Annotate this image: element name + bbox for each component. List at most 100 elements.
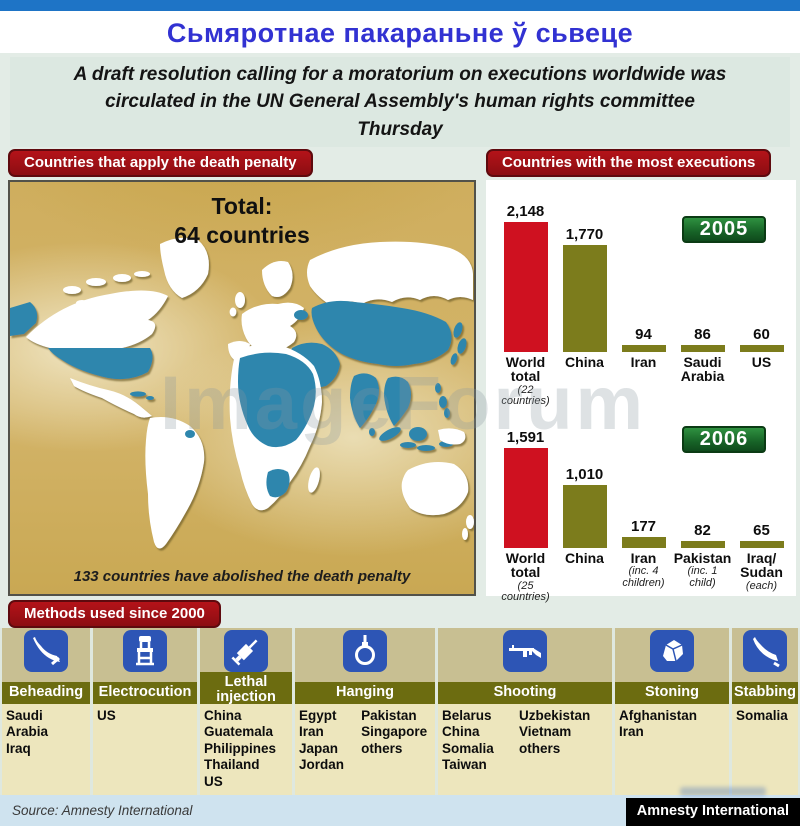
knife-icon [743, 630, 787, 672]
stone-icon [650, 630, 694, 672]
method-countries: Somalia [732, 704, 798, 795]
executions-chart-2006: 2006 1,591 World total (25 countries) 1,010… [486, 412, 796, 603]
country-item: Saudi Arabia [6, 708, 49, 740]
map-section-banner: Countries that apply the death penalty [8, 149, 313, 177]
executions-charts-panel: 2005 2,148 World total (22 countries) 1,770… [486, 180, 796, 603]
bar-category-label: Iran [630, 354, 657, 370]
bar-note: (inc. 1 child) [687, 565, 718, 590]
sword-icon [24, 630, 68, 672]
method-header: Hanging [295, 628, 435, 704]
bar-group-world-total: 1,591 World total (25 countries) [498, 426, 553, 604]
country-item: others [519, 740, 561, 756]
method-column-hanging: Hanging Egypt Iran Japan Jordan Pakistan… [295, 628, 435, 795]
method-countries: Saudi Arabia Iraq [2, 704, 90, 795]
country-sublist: Pakistan Singapore others [361, 708, 431, 795]
bar-value-label: 60 [753, 326, 770, 343]
bar-category-label: China [565, 550, 604, 566]
bar-value-label: 177 [630, 518, 657, 535]
country-item: Uzbekistan [519, 708, 591, 723]
bar-group-china: 1,770 China [557, 200, 612, 408]
map-caption: 133 countries have abolished the death p… [73, 568, 411, 585]
bar-category-label: World total [505, 354, 546, 385]
bar-stack: 1,770 [562, 200, 607, 352]
method-header: Shooting [438, 628, 612, 704]
bar-value-label: 1,770 [565, 226, 604, 243]
bar-value-label: 82 [694, 522, 711, 539]
rifle-icon [503, 630, 547, 672]
method-column-beheading: Beheading Saudi Arabia Iraq [2, 628, 90, 795]
syringe-icon [224, 630, 268, 672]
bar-stack: 2,148 [503, 200, 548, 352]
method-label: Beheading [2, 681, 90, 704]
bar [562, 485, 607, 548]
bar-group-iraq-sudan: 65 Iraq/ Sudan (each) [734, 426, 789, 604]
bar-stack: 82 [680, 426, 725, 548]
bar-group-world-total: 2,148 World total (22 countries) [498, 200, 553, 408]
country-item: China [204, 708, 242, 723]
country-item: US [204, 773, 223, 789]
faint-watermark [680, 787, 766, 796]
bar-category-label: Saudi Arabia [680, 354, 725, 385]
bar [621, 345, 666, 352]
country-sublist: Uzbekistan Vietnam others [519, 708, 608, 795]
bar [739, 345, 784, 352]
bar-category-label: Pakistan [673, 550, 732, 566]
methods-row: Beheading Saudi Arabia Iraq Electrocutio… [0, 628, 800, 795]
bar-value-label: 2,148 [506, 203, 545, 220]
country-item: US [97, 708, 116, 723]
bar [562, 245, 607, 352]
method-column-shooting: Shooting Belarus China Somalia Taiwan Uz… [438, 628, 612, 795]
bar-value-label: 1,010 [565, 466, 604, 483]
bar-category-label: Iraq/ Sudan [740, 550, 783, 581]
country-item: China [442, 724, 480, 740]
bar-stack: 1,010 [562, 426, 607, 548]
bar-value-label: 1,591 [506, 429, 545, 446]
bar-category-label: China [565, 354, 604, 370]
bar-group-iran: 94 Iran [616, 200, 671, 408]
bar-group-china: 1,010 China [557, 426, 612, 604]
bar [739, 541, 784, 548]
method-label: Stabbing [732, 681, 798, 704]
electric-chair-icon [123, 630, 167, 672]
bar [621, 537, 666, 548]
bar-category-label: Iran [630, 550, 657, 566]
method-label: Electrocution [93, 681, 197, 704]
country-item: Japan [299, 740, 339, 756]
method-countries: Egypt Iran Japan Jordan Pakistan Singapo… [295, 704, 435, 795]
method-header: Electrocution [93, 628, 197, 704]
bar-group-saudi-arabia: 86 Saudi Arabia [675, 200, 730, 408]
bar-stack: 94 [621, 200, 666, 352]
country-item: Taiwan [442, 757, 487, 773]
bars-2005: 2,148 World total (22 countries) 1,770 China… [486, 180, 796, 408]
bar-stack: 86 [680, 200, 725, 352]
world-map [10, 237, 474, 549]
method-label: Hanging [295, 681, 435, 704]
country-item: Philippines [204, 740, 277, 756]
bar [503, 222, 548, 352]
country-item: Thailand [204, 757, 260, 773]
world-map-panel: Total: 64 countries 133 countries have a… [8, 180, 476, 596]
method-countries: Belarus China Somalia Taiwan Uzbekistan … [438, 704, 612, 795]
bar-group-us: 60 US [734, 200, 789, 408]
bar [680, 541, 725, 548]
bar-group-pakistan: 82 Pakistan (inc. 1 child) [673, 426, 732, 604]
executions-chart-2005: 2005 2,148 World total (22 countries) 1,770… [486, 180, 796, 412]
method-countries: US [93, 704, 197, 795]
subtitle-text: A draft resolution calling for a morator… [73, 63, 727, 140]
country-item: Iran [619, 724, 644, 740]
title-area: Сьмяротнае пакараньне ў сьвеце [0, 11, 800, 55]
country-item: Iran [299, 724, 324, 740]
method-label: Stoning [615, 681, 729, 704]
method-column-lethal-injection: Lethal injection China Guatemala Philipp… [200, 628, 292, 795]
country-item: Belarus [442, 708, 492, 723]
method-countries: China Guatemala Philippines Thailand US [200, 704, 292, 795]
executions-section-banner: Countries with the most executions [486, 149, 772, 177]
method-column-stabbing: Stabbing Somalia [732, 628, 798, 795]
method-label: Lethal injection [200, 672, 292, 710]
bar-category-label: World total [505, 550, 546, 581]
country-sublist: Belarus China Somalia Taiwan [442, 708, 515, 795]
country-item: Pakistan [361, 708, 417, 723]
method-header: Lethal injection [200, 628, 292, 710]
country-item: Guatemala [204, 724, 274, 740]
method-column-stoning: Stoning Afghanistan Iran [615, 628, 729, 795]
